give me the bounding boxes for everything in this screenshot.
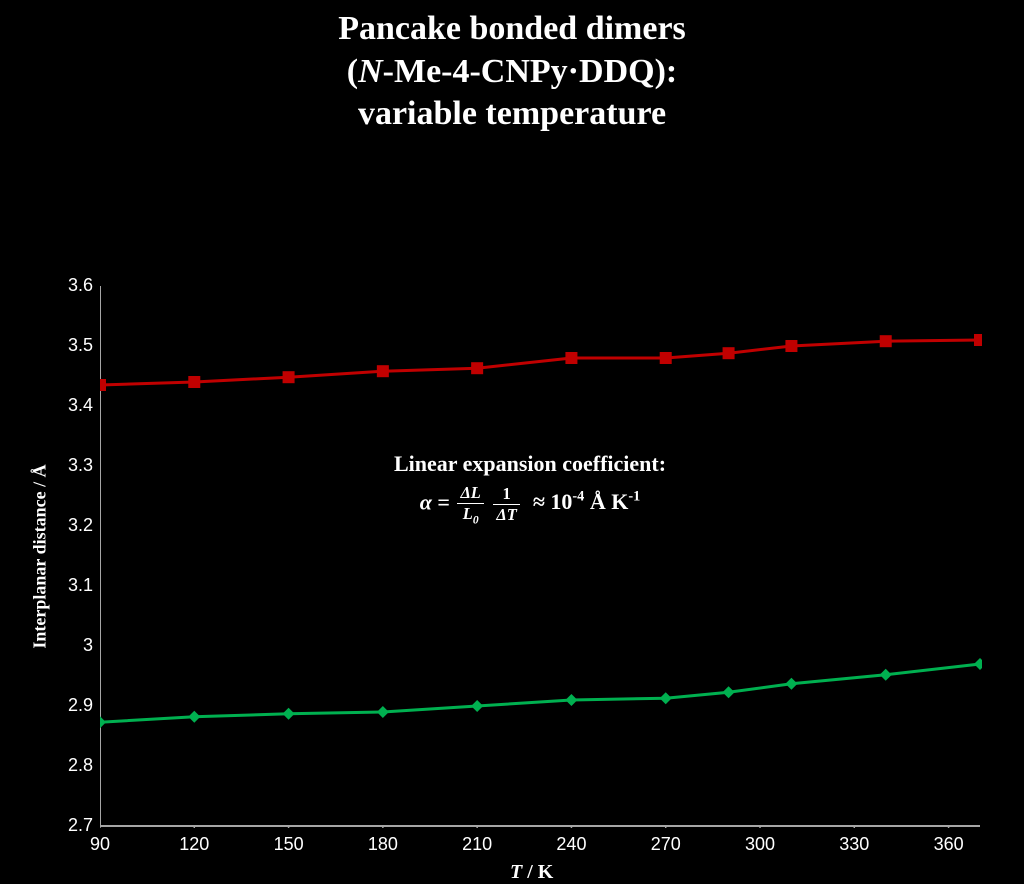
y-tick-label: 3.6 (55, 275, 93, 296)
x-tick-label: 240 (556, 834, 586, 855)
x-tick-label: 180 (368, 834, 398, 855)
y-axis-label: Interplanar distance / Å (30, 446, 51, 666)
chart-title: Pancake bonded dimers (N-Me-4-CNPy·DDQ):… (0, 0, 1024, 136)
y-tick-label: 3.5 (55, 335, 93, 356)
x-tick-label: 120 (179, 834, 209, 855)
x-tick-label: 300 (745, 834, 775, 855)
y-tick-label: 3.2 (55, 515, 93, 536)
annotation-text: Linear expansion coefficient: α = ΔLL0 1… (330, 451, 730, 526)
y-tick-label: 3.3 (55, 455, 93, 476)
x-tick-label: 270 (651, 834, 681, 855)
y-tick-label: 2.8 (55, 755, 93, 776)
plot-area (100, 286, 982, 828)
y-tick-label: 3.1 (55, 575, 93, 596)
x-axis-label: T / K (510, 861, 553, 884)
y-tick-label: 3 (55, 635, 93, 656)
x-tick-label: 210 (462, 834, 492, 855)
x-tick-label: 360 (934, 834, 964, 855)
x-tick-label: 90 (85, 834, 115, 855)
x-tick-label: 150 (274, 834, 304, 855)
y-tick-label: 2.7 (55, 815, 93, 836)
y-tick-label: 3.4 (55, 395, 93, 416)
y-tick-label: 2.9 (55, 695, 93, 716)
x-tick-label: 330 (839, 834, 869, 855)
